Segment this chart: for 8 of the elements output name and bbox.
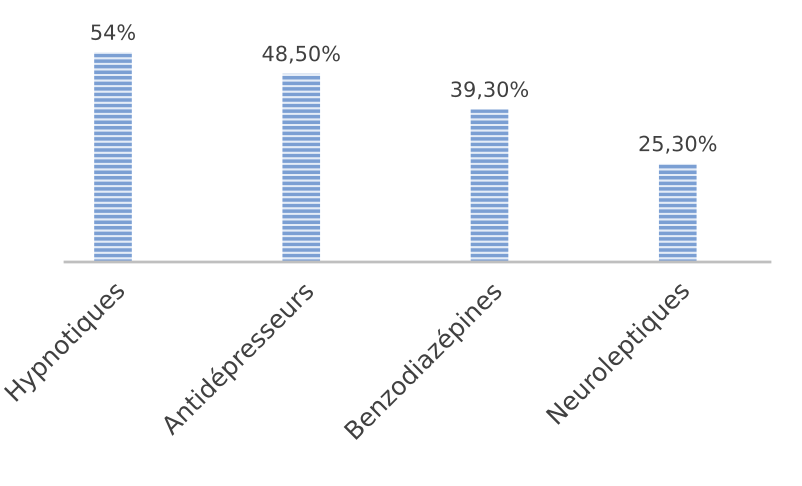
data-label: 54% [91,24,136,40]
bar [94,52,132,262]
data-label: 25,30% [640,136,716,154]
bar [658,164,697,262]
data-label: 39,30% [451,81,528,100]
data-label: 48,50% [262,46,340,64]
bar [282,74,320,262]
bar [470,109,508,262]
